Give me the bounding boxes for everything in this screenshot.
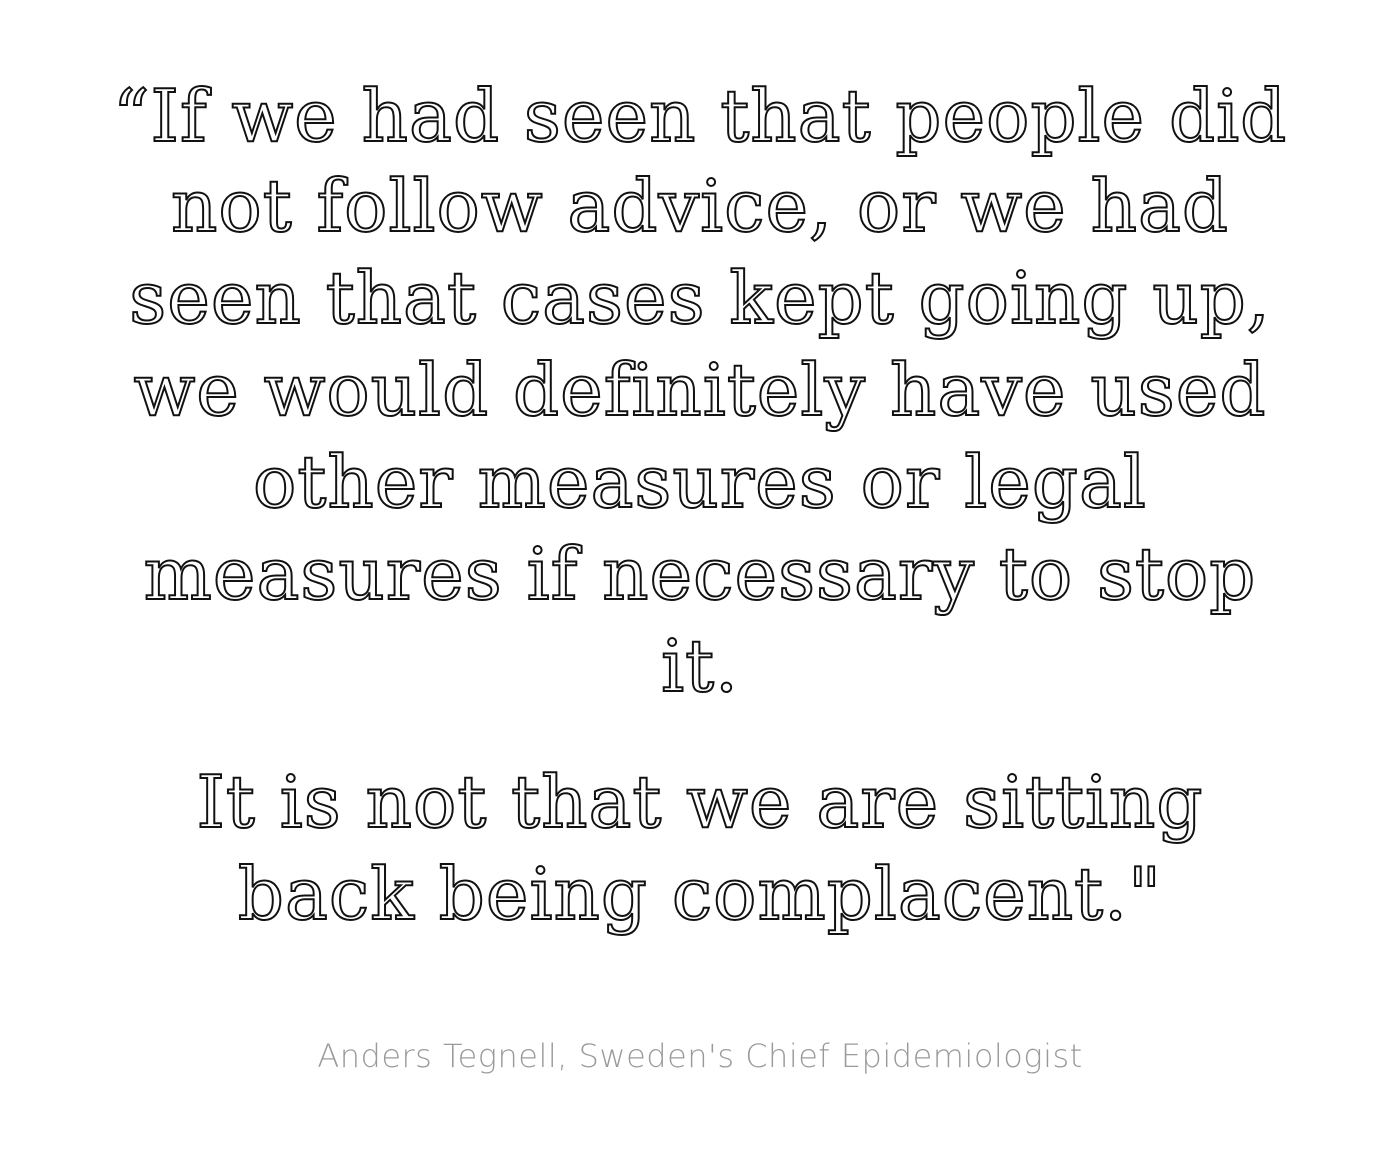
quote-line: back being complacent."	[237, 851, 1163, 937]
quote-attribution: Anders Tegnell, Sweden's Chief Epidemiol…	[317, 1037, 1083, 1075]
quote-line: measures if necessary to stop	[143, 531, 1257, 617]
quote-line: not follow advice, or we had	[170, 163, 1230, 249]
quote-line: we would definitely have used	[133, 347, 1267, 433]
quote-line: It is not that we are sitting	[195, 759, 1204, 845]
quote-line: seen that cases kept going up,	[128, 255, 1271, 341]
quote-line: it.	[660, 623, 739, 709]
quote-line: other measures or legal	[252, 439, 1147, 525]
quote-line: “If we had seen that people did	[112, 73, 1288, 159]
